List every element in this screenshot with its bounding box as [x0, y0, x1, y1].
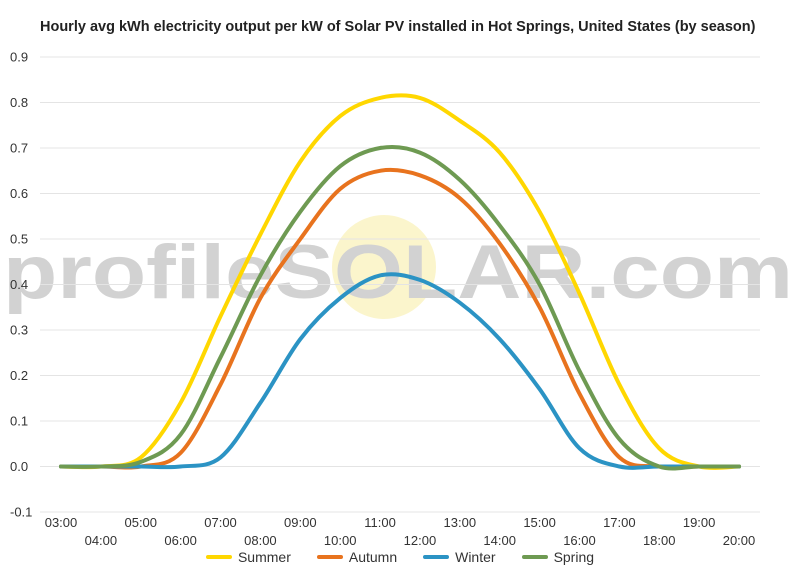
- x-tick-label: 07:00: [204, 515, 237, 530]
- x-tick-label: 19:00: [683, 515, 716, 530]
- legend-swatch: [205, 555, 232, 559]
- legend-label: Spring: [553, 549, 595, 565]
- legend-swatch: [423, 555, 450, 559]
- x-tick-label: 11:00: [364, 515, 396, 530]
- legend-item-autumn: Autumn: [316, 549, 398, 565]
- y-tick-label: 0.8: [10, 95, 28, 110]
- legend: Summer Autumn Winter Spring: [0, 549, 800, 565]
- x-tick-label: 18:00: [643, 533, 676, 545]
- y-tick-label: 0.6: [10, 186, 28, 201]
- watermark-sun-icon: [332, 215, 436, 319]
- x-tick-label: 12:00: [404, 533, 437, 545]
- watermark: profileSOLAR.com: [3, 215, 793, 319]
- x-tick-label: 16:00: [563, 533, 596, 545]
- x-tick-label: 10:00: [324, 533, 357, 545]
- x-tick-label: 09:00: [284, 515, 317, 530]
- chart-plot: profileSOLAR.com 0.90.80.70.60.50.40.30.…: [3, 50, 793, 546]
- legend-swatch: [316, 555, 343, 559]
- legend-item-spring: Spring: [521, 549, 595, 565]
- x-tick-label: 14:00: [483, 533, 516, 545]
- y-tick-label: 0.4: [10, 277, 28, 292]
- legend-label: Summer: [237, 549, 291, 565]
- y-tick-label: 0.3: [10, 323, 28, 338]
- y-tick-label: 0.9: [10, 50, 28, 65]
- legend-label: Autumn: [348, 549, 398, 565]
- legend-swatch: [521, 555, 548, 559]
- y-axis: 0.9 0.8 0.7 0.6 0.5 0.4 0.3 0.2 0.1 0.0 -0.1: [10, 50, 32, 520]
- y-tick-label: 0.7: [10, 141, 28, 156]
- x-axis: 03:00 04:00 05:00 06:00 07:00 08:00 09:00 10:00…: [45, 515, 756, 545]
- legend-item-summer: Summer: [205, 549, 291, 565]
- x-tick-label: 08:00: [244, 533, 277, 545]
- legend-item-winter: Winter: [423, 549, 496, 565]
- x-tick-label: 05:00: [124, 515, 157, 530]
- x-tick-label: 15:00: [523, 515, 556, 530]
- grid: [40, 56, 760, 513]
- x-tick-label: 13:00: [444, 515, 477, 530]
- y-tick-label: 0.5: [10, 232, 28, 247]
- y-tick-label: -0.1: [10, 505, 32, 520]
- series-lines: [59, 93, 741, 471]
- legend-label: Winter: [455, 549, 496, 565]
- series-line-autumn: [59, 167, 741, 470]
- x-tick-label: 20:00: [723, 533, 756, 545]
- series-line-winter: [59, 272, 741, 470]
- x-tick-label: 04:00: [85, 533, 118, 545]
- watermark-text: profileSOLAR.com: [3, 230, 793, 315]
- series-line-summer: [59, 93, 741, 470]
- x-tick-label: 03:00: [45, 515, 78, 530]
- series-line-spring: [59, 144, 741, 471]
- y-tick-label: 0.1: [10, 414, 28, 429]
- x-tick-label: 17:00: [603, 515, 636, 530]
- y-tick-label: 0.0: [10, 459, 28, 474]
- y-tick-label: 0.2: [10, 368, 28, 383]
- chart-title: Hourly avg kWh electricity output per kW…: [40, 19, 756, 35]
- x-tick-label: 06:00: [164, 533, 197, 545]
